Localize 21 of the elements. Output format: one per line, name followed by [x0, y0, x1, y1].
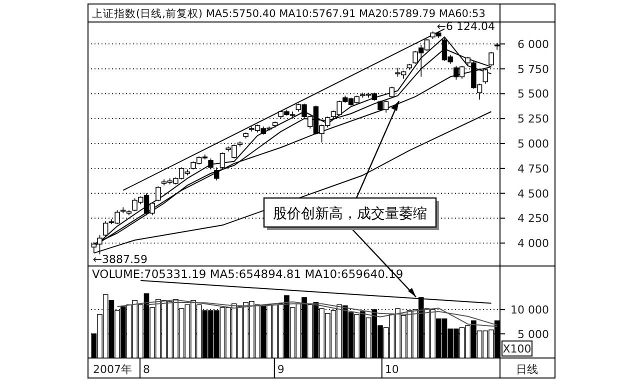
- text: 2007年: [93, 363, 132, 376]
- annotation: 股价创新高，成交量萎缩: [273, 206, 427, 222]
- y-tick-label: 5 750: [518, 62, 549, 76]
- annotation: ←3887.59: [92, 253, 148, 266]
- y-tick-label: 5 000: [518, 138, 549, 150]
- x-tick-label: 9: [277, 363, 284, 376]
- annotation: ←6 124.04: [436, 20, 496, 34]
- y-tick-label: 5 250: [518, 112, 549, 126]
- y-tick-label: 4 000: [518, 237, 549, 250]
- chart-title: 上证指数(日线,前复权) MA5:5750.40 MA10:5767.91 MA20:5789.79 MA60:53: [92, 7, 486, 20]
- y-tick-label: 4 750: [518, 162, 549, 176]
- y-tick-label: 4 250: [518, 212, 549, 226]
- y-axis-title: X100: [502, 342, 532, 356]
- x-tick-label: 8: [143, 363, 150, 376]
- y-tick-label: 5 500: [518, 88, 549, 101]
- y-tick-label: 6 000: [518, 38, 549, 51]
- y-tick-label: 5 000: [518, 328, 549, 341]
- y-tick-label: 4 500: [518, 187, 549, 200]
- y-tick-label: 10 000: [510, 304, 549, 317]
- x-tick-label: 10: [384, 363, 399, 376]
- text: 日线: [516, 363, 538, 376]
